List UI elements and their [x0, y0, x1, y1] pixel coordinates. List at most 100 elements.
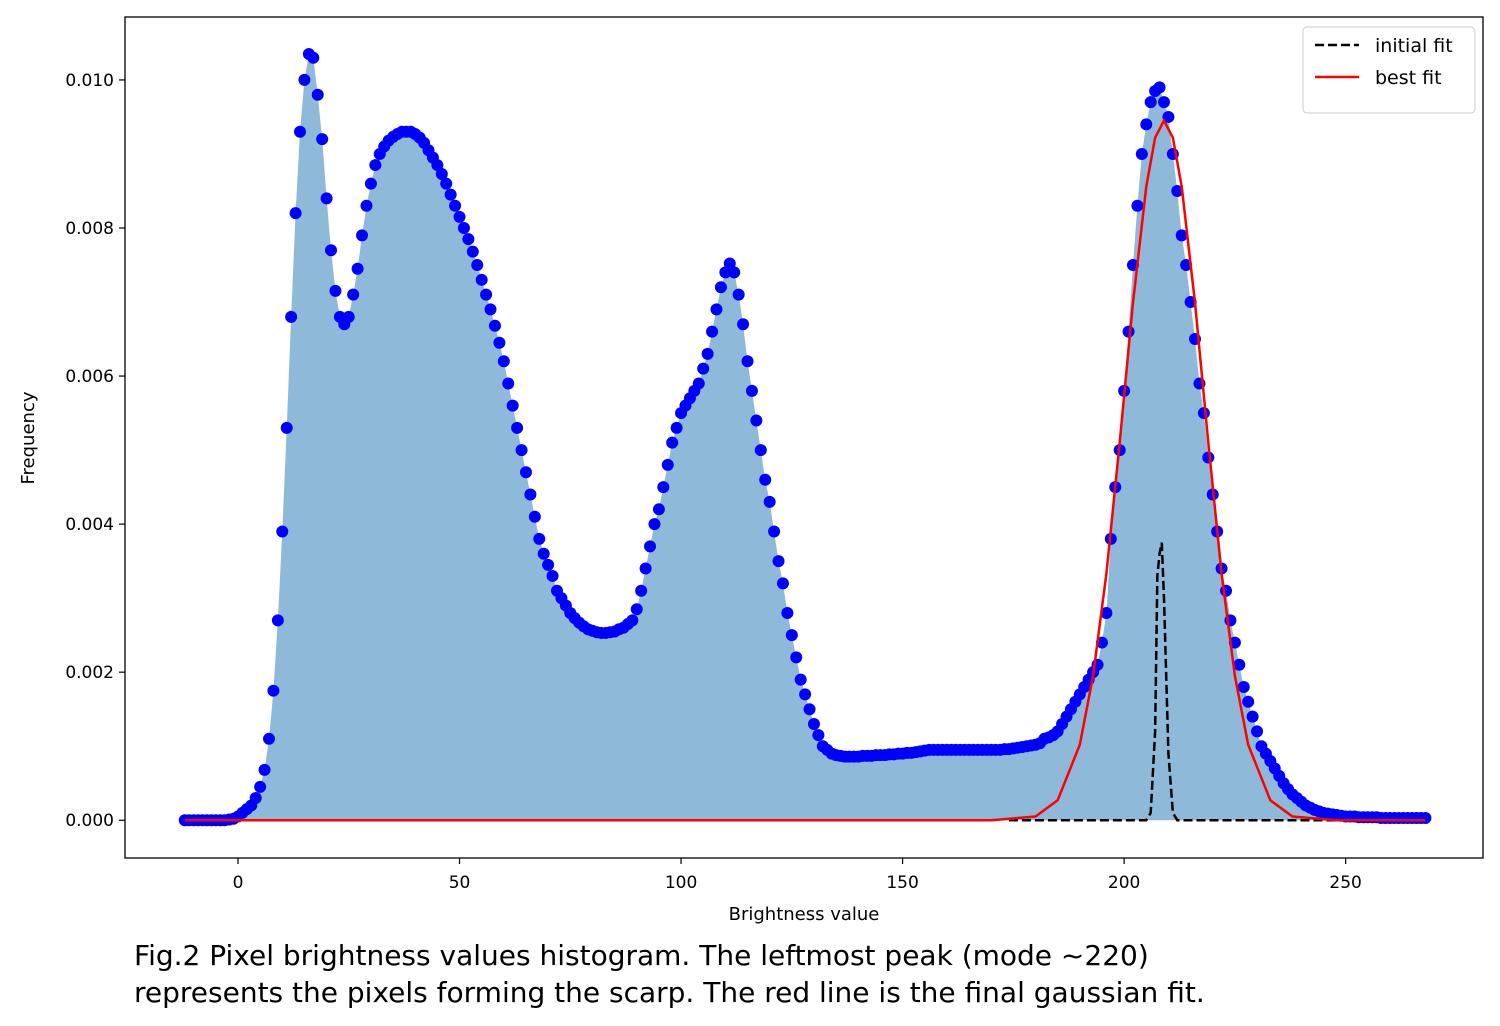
- data-point: [325, 244, 338, 257]
- data-point: [475, 273, 488, 286]
- data-point: [1246, 710, 1259, 723]
- data-point: [1140, 118, 1153, 131]
- data-point: [515, 444, 528, 457]
- data-point: [794, 673, 807, 686]
- x-tick-label: 200: [1108, 873, 1140, 893]
- data-point: [502, 377, 515, 390]
- data-point: [528, 510, 541, 523]
- data-point: [276, 525, 289, 538]
- data-point: [311, 88, 324, 101]
- data-point: [799, 688, 812, 701]
- legend-box: [1302, 26, 1476, 114]
- data-point: [728, 266, 741, 279]
- data-point: [635, 584, 648, 597]
- data-point: [768, 525, 781, 538]
- data-point: [714, 281, 727, 294]
- data-point: [369, 159, 382, 172]
- data-point: [497, 355, 510, 368]
- data-point: [258, 763, 271, 776]
- data-point: [807, 718, 820, 731]
- data-point: [630, 603, 643, 616]
- data-point: [1122, 325, 1135, 338]
- data-point: [1100, 606, 1113, 619]
- data-point: [449, 199, 462, 212]
- data-point: [741, 355, 754, 368]
- data-point: [453, 210, 466, 223]
- data-point: [1153, 81, 1166, 94]
- data-point: [697, 362, 710, 375]
- data-point: [542, 558, 555, 571]
- data-point: [706, 325, 719, 338]
- data-point: [1171, 184, 1184, 197]
- data-point: [546, 569, 559, 582]
- data-point: [444, 188, 457, 201]
- x-tick-label: 0: [233, 873, 244, 893]
- data-point: [1251, 725, 1264, 738]
- data-point: [1175, 229, 1188, 242]
- data-point: [285, 310, 298, 323]
- data-point: [666, 436, 679, 449]
- data-point: [626, 614, 639, 627]
- y-tick-label: 0.004: [65, 515, 114, 535]
- data-point: [732, 288, 745, 301]
- data-point: [785, 629, 798, 642]
- data-point: [466, 245, 479, 258]
- data-point: [759, 473, 772, 486]
- data-point: [1162, 110, 1175, 123]
- data-point: [723, 257, 736, 270]
- data-point: [271, 614, 284, 627]
- data-point: [342, 310, 355, 323]
- data-point: [533, 532, 546, 545]
- x-tick-label: 100: [665, 873, 697, 893]
- data-point: [763, 495, 776, 508]
- data-point: [267, 684, 280, 697]
- data-point: [1419, 812, 1432, 825]
- data-point: [356, 229, 369, 242]
- x-tick-label: 150: [886, 873, 918, 893]
- data-point: [644, 540, 657, 553]
- y-tick-label: 0.002: [65, 663, 114, 683]
- data-point: [803, 703, 816, 716]
- data-point: [316, 133, 329, 146]
- data-point: [431, 159, 444, 172]
- data-point: [812, 729, 825, 742]
- x-tick-label: 50: [449, 873, 471, 893]
- data-point: [484, 303, 497, 316]
- data-point: [249, 792, 262, 805]
- data-point: [745, 384, 758, 397]
- data-point: [1242, 695, 1255, 708]
- caption-line: represents the pixels forming the scarp.…: [134, 976, 1205, 1009]
- x-tick-label: 250: [1329, 873, 1361, 893]
- data-point: [493, 336, 506, 349]
- data-point: [776, 577, 789, 590]
- y-tick-label: 0.008: [65, 219, 114, 239]
- data-point: [648, 518, 661, 531]
- data-point: [524, 488, 537, 501]
- caption-line: Fig.2 Pixel brightness values histogram.…: [134, 939, 1149, 972]
- data-point: [364, 177, 377, 190]
- data-point: [351, 262, 364, 275]
- data-point: [639, 562, 652, 575]
- data-point: [737, 318, 750, 331]
- data-point: [435, 167, 448, 180]
- y-tick-label: 0.010: [65, 71, 114, 91]
- data-point: [329, 284, 342, 297]
- data-point: [488, 319, 501, 332]
- y-axis-label: Frequency: [18, 391, 39, 484]
- data-point: [320, 192, 333, 205]
- data-point: [692, 377, 705, 390]
- data-point: [1220, 584, 1233, 597]
- data-point: [750, 414, 763, 427]
- data-point: [262, 732, 275, 745]
- data-point: [1237, 680, 1250, 693]
- x-axis-label: Brightness value: [729, 904, 880, 925]
- data-point: [280, 421, 293, 434]
- data-point: [440, 177, 453, 190]
- data-point: [506, 399, 519, 412]
- data-point: [347, 288, 360, 301]
- data-point: [457, 221, 470, 234]
- data-point: [480, 288, 493, 301]
- data-point: [652, 503, 665, 516]
- data-point: [519, 466, 532, 479]
